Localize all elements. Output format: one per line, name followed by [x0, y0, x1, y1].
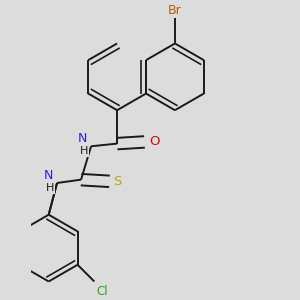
Text: Cl: Cl: [0, 285, 1, 298]
Text: N: N: [44, 169, 53, 182]
Text: N: N: [77, 132, 87, 145]
Text: H: H: [80, 146, 88, 156]
Text: Br: Br: [168, 4, 182, 17]
Text: H: H: [46, 183, 54, 193]
Text: Cl: Cl: [96, 285, 108, 298]
Text: O: O: [150, 135, 160, 148]
Text: S: S: [114, 175, 122, 188]
